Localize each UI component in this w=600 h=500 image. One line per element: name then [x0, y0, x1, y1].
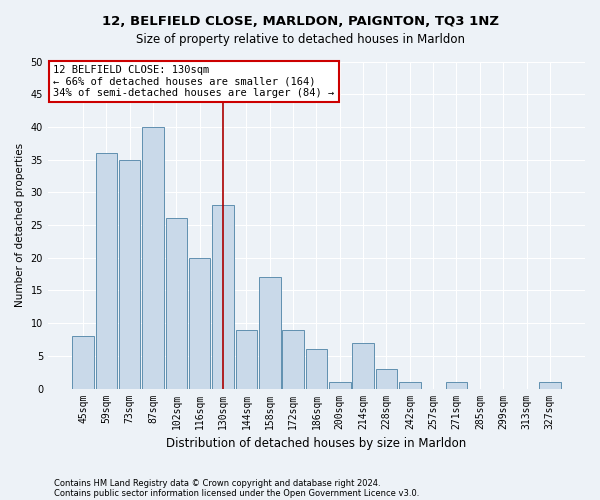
Bar	[189, 258, 211, 388]
Bar	[306, 350, 327, 389]
Bar	[329, 382, 350, 388]
Bar	[95, 153, 117, 388]
Bar	[376, 369, 397, 388]
Bar	[539, 382, 560, 388]
Text: Contains public sector information licensed under the Open Government Licence v3: Contains public sector information licen…	[54, 488, 419, 498]
Bar	[399, 382, 421, 388]
Bar	[352, 343, 374, 388]
Text: Size of property relative to detached houses in Marldon: Size of property relative to detached ho…	[136, 32, 464, 46]
Bar	[119, 160, 140, 388]
X-axis label: Distribution of detached houses by size in Marldon: Distribution of detached houses by size …	[166, 437, 467, 450]
Bar	[259, 278, 281, 388]
Bar	[142, 127, 164, 388]
Text: Contains HM Land Registry data © Crown copyright and database right 2024.: Contains HM Land Registry data © Crown c…	[54, 478, 380, 488]
Bar	[212, 206, 234, 388]
Text: 12, BELFIELD CLOSE, MARLDON, PAIGNTON, TQ3 1NZ: 12, BELFIELD CLOSE, MARLDON, PAIGNTON, T…	[101, 15, 499, 28]
Bar	[283, 330, 304, 388]
Bar	[73, 336, 94, 388]
Text: 12 BELFIELD CLOSE: 130sqm
← 66% of detached houses are smaller (164)
34% of semi: 12 BELFIELD CLOSE: 130sqm ← 66% of detac…	[53, 65, 335, 98]
Bar	[446, 382, 467, 388]
Bar	[236, 330, 257, 388]
Bar	[166, 218, 187, 388]
Y-axis label: Number of detached properties: Number of detached properties	[15, 143, 25, 307]
